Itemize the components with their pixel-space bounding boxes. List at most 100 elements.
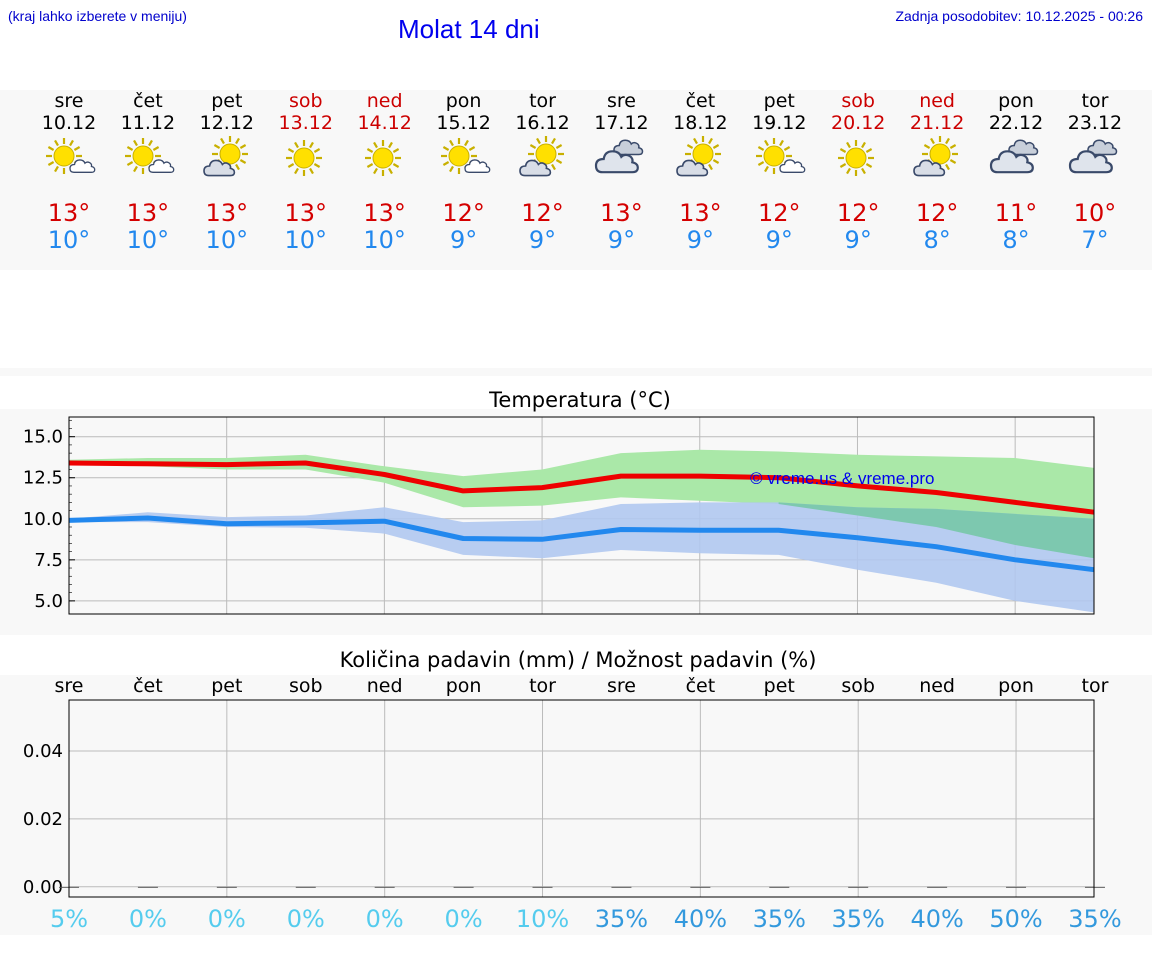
temp-ytick-label: 10.0 <box>23 509 63 530</box>
day-date: 15.12 <box>436 112 491 134</box>
precip-day-label: pon <box>998 675 1034 697</box>
precip-plot-frame <box>68 699 1095 898</box>
day-date: 19.12 <box>752 112 807 134</box>
min-temp: 10° <box>47 226 91 254</box>
temp-ytick-label: 5.0 <box>34 591 63 612</box>
max-temp: 13° <box>679 199 722 227</box>
precip-chance-label: 0% <box>286 905 325 933</box>
temp-ytick-label: 12.5 <box>23 468 63 489</box>
day-date: 10.12 <box>41 112 97 134</box>
day-name: tor <box>1081 90 1109 112</box>
day-name: pet <box>763 90 795 112</box>
max-temp-range-band <box>69 449 1094 559</box>
precip-bar <box>1084 886 1105 888</box>
page-title: Molat 14 dni <box>398 14 540 44</box>
day-name: pet <box>211 90 243 112</box>
sun-icon <box>838 140 875 176</box>
sun-grey-cloud-icon <box>676 136 722 177</box>
precip-bar <box>453 886 474 888</box>
max-temp: 12° <box>757 199 801 227</box>
day-date: 12.12 <box>199 112 255 134</box>
precip-chance-label: 35% <box>752 905 806 933</box>
precip-day-label: ned <box>919 675 955 697</box>
precip-chance-label: 10% <box>515 905 570 933</box>
overlap-range-band <box>778 502 1094 559</box>
max-temp: 13° <box>600 199 643 227</box>
sun-grey-cloud-icon <box>518 136 564 177</box>
min-temp: 9° <box>686 226 714 254</box>
precip-day-label: ned <box>366 675 403 697</box>
day-date: 23.12 <box>1067 112 1123 134</box>
sun-icon <box>364 140 401 176</box>
precip-chance-label: 0% <box>444 905 483 933</box>
daily-forecast-strip: sre 10.12 13° 10° čet 11.12 13° 10° pet 12.12 1… <box>0 90 1152 270</box>
max-temp: 13° <box>284 199 328 227</box>
temp-plot-frame <box>68 416 1095 615</box>
sun-grey-cloud-icon <box>913 136 959 177</box>
day-name: sob <box>288 90 323 112</box>
min-temp-line <box>68 515 1095 573</box>
max-temp: 12° <box>915 199 959 227</box>
precip-day-label: sre <box>54 675 84 697</box>
max-temp: 10° <box>1073 199 1117 227</box>
precip-chance-label: 0% <box>207 905 246 933</box>
precip-day-label: sre <box>606 675 636 697</box>
precip-bar <box>532 886 553 888</box>
temperature-chart-title: Temperatura (°C) <box>489 388 671 412</box>
day-name: tor <box>529 90 556 112</box>
precip-day-label: tor <box>529 675 556 697</box>
precip-bar <box>927 886 948 888</box>
day-date: 21.12 <box>909 112 965 134</box>
min-temp: 9° <box>844 226 872 254</box>
sun-small-cloud-icon <box>46 138 96 174</box>
precip-ytick-label: 0.02 <box>23 809 63 830</box>
precip-day-label: sob <box>288 675 323 697</box>
max-temp: 12° <box>836 199 880 227</box>
day-date: 16.12 <box>515 112 570 134</box>
watermark-text: © vreme.us & vreme.pro <box>750 469 934 488</box>
precip-plot-area <box>69 700 1094 897</box>
day-date: 14.12 <box>357 112 412 134</box>
precip-bar <box>295 886 316 888</box>
min-temp: 10° <box>363 226 406 254</box>
min-temp: 8° <box>923 226 951 254</box>
precip-bar <box>1006 886 1027 888</box>
day-date: 22.12 <box>988 112 1044 134</box>
day-date: 20.12 <box>830 112 886 134</box>
precip-bar <box>848 886 869 888</box>
day-name: ned <box>919 90 955 112</box>
min-temp: 8° <box>1002 226 1030 254</box>
temp-ytick-label: 15.0 <box>23 427 63 448</box>
last-update: Zadnja posodobitev: 10.12.2025 - 00:26 <box>895 8 1143 24</box>
min-temp: 9° <box>765 226 793 254</box>
precip-chance-label: 0% <box>128 905 167 933</box>
precip-bar <box>137 886 158 888</box>
max-temp: 13° <box>363 199 406 227</box>
precip-day-label: čet <box>685 675 716 697</box>
precip-chance-label: 40% <box>910 905 964 933</box>
precip-day-label: pon <box>445 675 482 697</box>
max-temp: 13° <box>47 199 91 227</box>
sun-small-cloud-icon <box>440 138 490 174</box>
precip-chance-label: 50% <box>989 905 1043 933</box>
precip-ytick-label: 0.04 <box>23 741 63 762</box>
precip-day-label: čet <box>133 675 163 697</box>
day-name: sre <box>54 90 84 112</box>
precip-chance-label: 35% <box>831 905 885 933</box>
sun-icon <box>285 140 322 176</box>
sun-small-cloud-icon <box>756 138 806 174</box>
min-temp: 9° <box>528 226 557 254</box>
precip-bar <box>769 886 790 888</box>
precipitation-chart-title: Količina padavin (mm) / Možnost padavin … <box>339 648 817 672</box>
precip-chance-label: 40% <box>673 905 728 933</box>
max-temp: 11° <box>994 199 1038 227</box>
precip-day-label: sob <box>841 675 875 697</box>
day-date: 13.12 <box>278 112 333 134</box>
min-temp: 7° <box>1081 226 1109 254</box>
day-date: 17.12 <box>594 112 649 134</box>
min-temp-range-band <box>69 502 1094 613</box>
max-temp: 13° <box>126 199 170 227</box>
max-temp-line <box>68 460 1095 515</box>
precip-ytick-label: 0.00 <box>23 877 63 898</box>
